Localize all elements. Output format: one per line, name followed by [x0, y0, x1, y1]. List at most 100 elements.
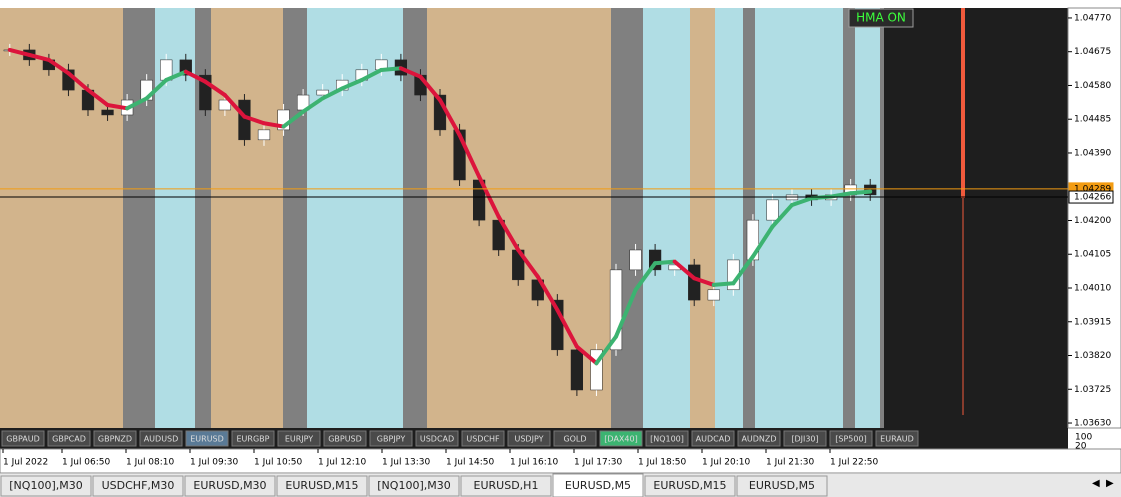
chart-tab[interactable]: EURUSD,M30: [184, 475, 276, 497]
chart-tab-label: [NQ100],M30: [9, 479, 82, 492]
symbol-button[interactable]: AUDNZD: [737, 430, 781, 447]
chart-tab[interactable]: EURUSD,M15: [276, 475, 368, 497]
candle: [570, 349, 584, 391]
hma-line: [144, 78, 169, 101]
symbol-button-bg: [277, 430, 321, 447]
symbol-button[interactable]: EURJPY: [277, 430, 321, 447]
chart-tab[interactable]: EURUSD,M15: [644, 475, 736, 497]
y-tick-label: 1.04675: [1074, 47, 1111, 57]
symbol-button-bg: [93, 430, 137, 447]
chart-tab[interactable]: [NQ100],M30: [368, 475, 460, 497]
y-tick-label: 1.04200: [1074, 216, 1111, 226]
y-tick-label: 1.03820: [1074, 351, 1111, 361]
candle: [218, 99, 232, 111]
symbol-button[interactable]: [DJI30]: [783, 430, 827, 447]
chart-tab[interactable]: EURUSD,M5: [552, 473, 644, 497]
chart-tab-bg: [368, 475, 460, 497]
hma-line: [27, 52, 51, 62]
symbol-button[interactable]: EURAUD: [875, 430, 919, 447]
symbol-button-bg: [231, 430, 275, 447]
symbol-button[interactable]: [NQ100]: [645, 430, 689, 447]
candle: [199, 74, 212, 111]
symbol-button-label: EURUSD: [190, 435, 224, 444]
chart-tab[interactable]: EURUSD,M5: [736, 475, 828, 497]
symbol-button-bg: [323, 430, 367, 447]
hma-line: [86, 87, 110, 108]
candle: [101, 109, 114, 116]
symbol-button-label: GBPNZD: [98, 435, 132, 444]
candle: [766, 199, 779, 221]
hma-line: [672, 259, 697, 281]
symbol-button[interactable]: GBPJPY: [369, 430, 413, 447]
hma-line: [692, 276, 716, 287]
hma-line: [633, 261, 658, 292]
symbol-button-bg: [415, 430, 459, 447]
hma-line: [262, 121, 286, 129]
symbol-button[interactable]: USDCAD: [415, 430, 459, 447]
candle: [648, 249, 662, 271]
hma-line: [398, 66, 423, 79]
symbol-button-label: GOLD: [563, 435, 586, 444]
tab-scroll-left[interactable]: ◀: [1092, 478, 1100, 489]
y-tick-label: 1.03630: [1074, 419, 1111, 429]
symbol-button-bg: [1, 430, 45, 447]
time-label: 1 Jul 2022: [3, 458, 48, 468]
chart-tab[interactable]: EURUSD,H1: [460, 475, 552, 497]
chart-tab[interactable]: USDCHF,M30: [92, 475, 184, 497]
symbol-button[interactable]: GBPCAD: [47, 430, 91, 447]
chart-tab-bg: [644, 475, 736, 497]
chart-tab-bg: [552, 473, 644, 497]
chart-tab-label: EURUSD,M5: [565, 479, 631, 492]
hma-line: [790, 196, 814, 207]
price-tag-label: 1.04266: [1074, 193, 1111, 203]
y-tick-label: 1.04010: [1074, 284, 1111, 294]
symbol-button[interactable]: GOLD: [553, 430, 597, 447]
time-label: 1 Jul 09:30: [190, 458, 239, 468]
symbol-button-bg: [553, 430, 597, 447]
hma-line: [770, 202, 794, 229]
symbol-button[interactable]: AUDCAD: [691, 430, 735, 447]
symbol-button[interactable]: EURGBP: [231, 430, 275, 447]
indicator-badge[interactable]: [848, 8, 914, 28]
scale-label: 20: [1075, 442, 1087, 452]
symbol-button[interactable]: [SP500]: [829, 430, 873, 447]
symbol-button-bg: [139, 430, 183, 447]
y-tick-label: 1.04770: [1074, 13, 1111, 23]
candle: [453, 129, 466, 181]
symbol-button[interactable]: GBPNZD: [93, 430, 137, 447]
symbol-button[interactable]: USDJPY: [507, 430, 551, 447]
hma-line: [829, 191, 853, 199]
candle: [590, 349, 603, 391]
symbol-button-label: USDCHF: [466, 435, 500, 444]
hma-line: [281, 109, 306, 129]
hma-line: [614, 287, 638, 339]
time-label: 1 Jul 22:50: [830, 458, 879, 468]
hma-line: [7, 47, 32, 57]
symbol-button[interactable]: GBPUSD: [323, 430, 367, 447]
time-label: 1 Jul 17:30: [574, 458, 623, 468]
time-label: 1 Jul 10:50: [254, 458, 303, 468]
symbol-button-label: USDCAD: [420, 435, 454, 444]
symbol-button-label: USDJPY: [515, 435, 544, 444]
hma-line: [340, 78, 364, 91]
time-label: 1 Jul 13:30: [382, 458, 431, 468]
chart-tab-label: EURUSD,M15: [285, 479, 358, 492]
symbol-button[interactable]: GBPAUD: [1, 430, 45, 447]
symbol-button-bg: [47, 430, 91, 447]
time-axis: [0, 448, 1121, 474]
hma-line: [320, 86, 345, 101]
symbol-button[interactable]: EURUSD: [185, 430, 229, 447]
time-label: 1 Jul 20:10: [702, 458, 751, 468]
symbol-button[interactable]: [DAX40]: [599, 430, 643, 447]
hma-line: [516, 247, 540, 279]
symbol-button-bg: [875, 430, 919, 447]
chart-tab[interactable]: [NQ100],M30: [0, 475, 92, 497]
hma-line: [711, 281, 736, 287]
symbol-button[interactable]: USDCHF: [461, 430, 505, 447]
hma-line: [379, 66, 403, 72]
candle: [609, 269, 623, 351]
symbol-button-bg: [461, 430, 505, 447]
symbol-button[interactable]: AUDUSD: [139, 430, 183, 447]
tab-scroll-right[interactable]: ▶: [1106, 478, 1114, 489]
